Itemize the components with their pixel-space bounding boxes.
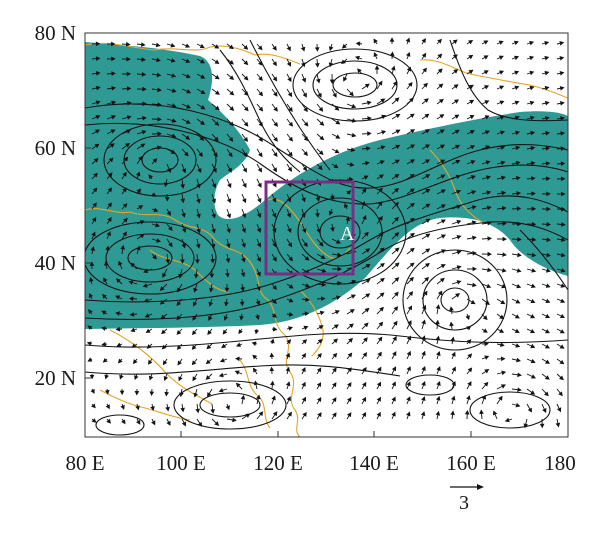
longitude-labels: 80 E 100 E 120 E 140 E 160 E 180	[65, 451, 575, 475]
lat-label: 60 N	[35, 136, 76, 160]
lat-label: 80 N	[35, 21, 76, 45]
lon-label: 100 E	[156, 451, 206, 475]
reference-arrowhead	[477, 484, 484, 490]
marker-label: A	[340, 223, 355, 245]
lon-label: 180	[544, 451, 576, 475]
latitude-labels: 80 N 60 N 40 N 20 N	[35, 21, 76, 390]
lat-label: 20 N	[35, 366, 76, 390]
reference-vector: 3	[450, 484, 484, 514]
lon-label: 160 E	[446, 451, 496, 475]
lat-label: 40 N	[35, 251, 76, 275]
lon-label: 120 E	[253, 451, 303, 475]
lon-label: 140 E	[349, 451, 399, 475]
plot-area	[84, 33, 568, 437]
reference-vector-label: 3	[459, 492, 469, 514]
lon-label: 80 E	[65, 451, 104, 475]
